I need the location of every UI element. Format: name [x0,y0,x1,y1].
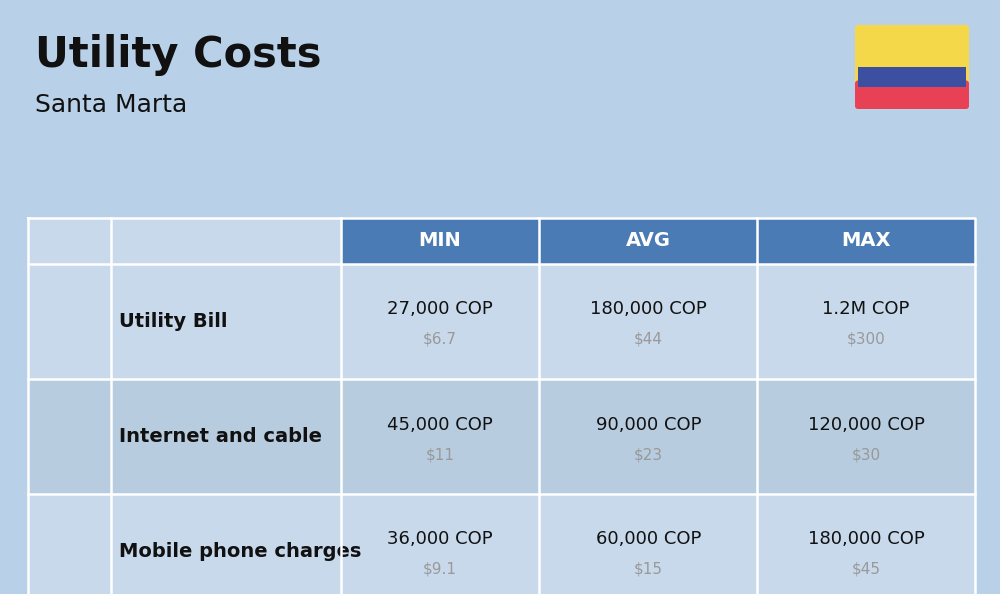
Text: $300: $300 [847,332,885,347]
Text: Santa Marta: Santa Marta [35,93,187,117]
Text: 180,000 COP: 180,000 COP [590,301,707,318]
Bar [28,264,975,379]
Bar [28,379,975,494]
Text: Mobile phone charges: Mobile phone charges [119,542,362,561]
Text: $30: $30 [852,447,881,462]
Text: Internet and cable: Internet and cable [119,427,322,446]
Text: Utility Costs: Utility Costs [35,34,322,76]
Bar [757,218,975,264]
Text: $15: $15 [634,562,663,577]
Text: 120,000 COP: 120,000 COP [808,415,925,434]
Text: $44: $44 [634,332,663,347]
Text: $11: $11 [425,447,454,462]
Text: $23: $23 [634,447,663,462]
Bar [858,67,966,87]
Bar [539,218,757,264]
Text: MIN: MIN [419,232,461,251]
Text: 1.2M COP: 1.2M COP [822,301,910,318]
Text: 180,000 COP: 180,000 COP [808,530,924,548]
Text: $45: $45 [852,562,881,577]
Text: 60,000 COP: 60,000 COP [596,530,701,548]
Bar [341,218,539,264]
Text: AVG: AVG [626,232,671,251]
Text: Utility Bill: Utility Bill [119,312,228,331]
Bar [28,494,975,594]
Text: 90,000 COP: 90,000 COP [596,415,701,434]
Bar [28,218,341,264]
Text: $9.1: $9.1 [423,562,457,577]
FancyBboxPatch shape [855,25,969,109]
Text: $6.7: $6.7 [423,332,457,347]
Text: 27,000 COP: 27,000 COP [387,301,493,318]
Bar [858,67,966,87]
Text: 36,000 COP: 36,000 COP [387,530,493,548]
Text: MAX: MAX [841,232,891,251]
Text: 45,000 COP: 45,000 COP [387,415,493,434]
FancyBboxPatch shape [855,81,969,109]
